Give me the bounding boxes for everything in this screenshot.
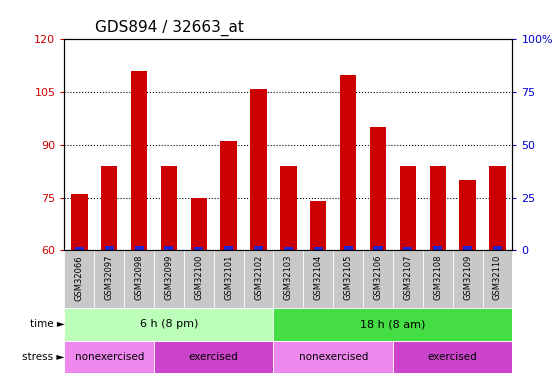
Bar [71,194,87,250]
Bar [101,166,118,250]
Bar [340,75,356,250]
FancyBboxPatch shape [333,251,363,308]
Bar [194,247,203,250]
Text: GSM32107: GSM32107 [403,255,412,300]
FancyBboxPatch shape [184,251,214,308]
Bar [374,246,382,250]
FancyBboxPatch shape [393,251,423,308]
Bar [284,247,293,250]
Bar [430,166,446,250]
Text: GSM32109: GSM32109 [463,255,472,300]
Text: 18 h (8 am): 18 h (8 am) [360,319,426,329]
Text: nonexercised: nonexercised [298,352,368,362]
Text: GSM32103: GSM32103 [284,255,293,300]
Bar [493,246,502,250]
FancyBboxPatch shape [483,251,512,308]
Text: nonexercised: nonexercised [74,352,144,362]
FancyBboxPatch shape [214,251,244,308]
Bar [254,246,263,250]
Bar [105,246,114,250]
FancyBboxPatch shape [64,340,154,373]
Text: GSM32104: GSM32104 [314,255,323,300]
Text: 6 h (8 pm): 6 h (8 pm) [140,319,198,329]
Text: GSM32101: GSM32101 [224,255,233,300]
Text: GSM32100: GSM32100 [194,255,203,300]
FancyBboxPatch shape [94,251,124,308]
Bar [280,166,297,250]
Bar [314,247,323,250]
Bar [134,246,143,250]
Bar [463,246,472,250]
Bar [310,201,326,250]
Text: GSM32098: GSM32098 [134,255,143,300]
Text: GSM32108: GSM32108 [433,255,442,300]
FancyBboxPatch shape [452,251,483,308]
Bar [489,166,506,250]
Bar [370,127,386,250]
FancyBboxPatch shape [273,251,304,308]
FancyBboxPatch shape [304,251,333,308]
Bar [161,166,177,250]
Bar [75,247,84,250]
Text: GSM32105: GSM32105 [344,255,353,300]
FancyBboxPatch shape [363,251,393,308]
FancyBboxPatch shape [64,251,94,308]
Text: GSM32066: GSM32066 [75,255,84,301]
Text: time ►: time ► [30,319,64,329]
Text: exercised: exercised [428,352,478,362]
Text: GSM32106: GSM32106 [374,255,382,300]
Bar [344,246,353,250]
Bar [224,246,233,250]
Text: stress ►: stress ► [22,352,64,362]
FancyBboxPatch shape [154,340,273,373]
Bar [250,88,267,251]
Text: GSM32097: GSM32097 [105,255,114,300]
Text: GSM32110: GSM32110 [493,255,502,300]
FancyBboxPatch shape [273,308,512,340]
FancyBboxPatch shape [393,340,512,373]
FancyBboxPatch shape [244,251,273,308]
Text: GSM32102: GSM32102 [254,255,263,300]
Text: exercised: exercised [189,352,239,362]
Bar [433,246,442,250]
Bar [221,141,237,250]
FancyBboxPatch shape [64,308,273,340]
Bar [403,247,412,250]
FancyBboxPatch shape [124,251,154,308]
Text: GDS894 / 32663_at: GDS894 / 32663_at [95,20,244,36]
Text: GSM32099: GSM32099 [165,255,174,300]
FancyBboxPatch shape [423,251,452,308]
FancyBboxPatch shape [273,340,393,373]
FancyBboxPatch shape [154,251,184,308]
Bar [131,71,147,250]
Bar [400,166,416,250]
Bar [165,246,174,250]
Bar [459,180,476,250]
Bar [190,198,207,250]
